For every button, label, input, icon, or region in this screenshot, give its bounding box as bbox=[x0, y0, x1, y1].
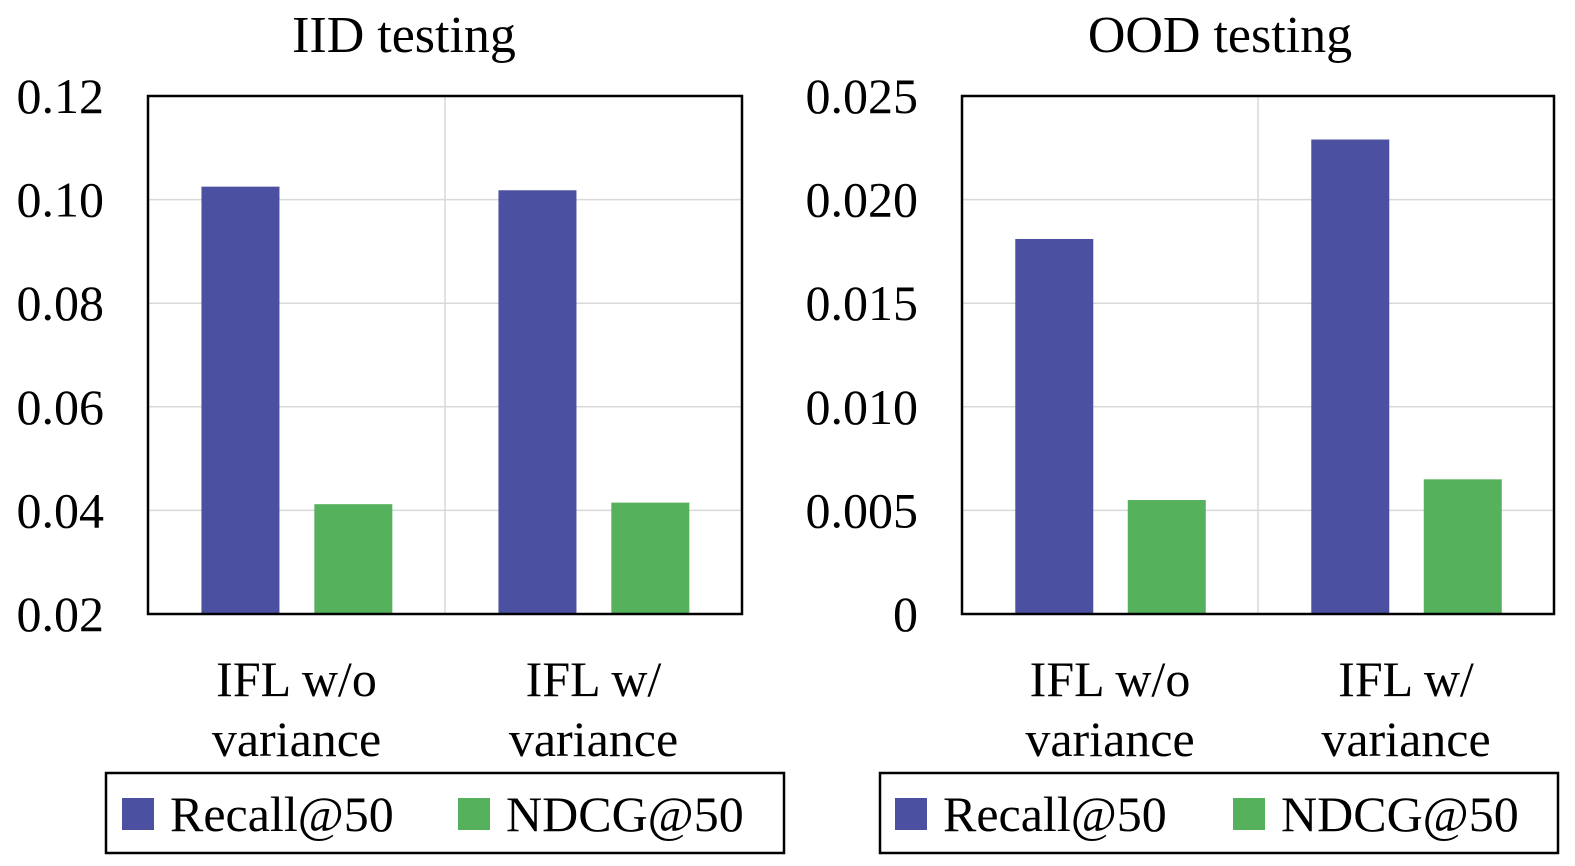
legend-swatch-recall bbox=[895, 798, 927, 830]
y-tick-label: 0.005 bbox=[806, 482, 919, 538]
chart-title: IID testing bbox=[292, 7, 516, 64]
bars bbox=[1015, 139, 1502, 614]
category-label: IFL w/ bbox=[526, 651, 662, 707]
bar-recall bbox=[201, 186, 280, 614]
bar-ndcg bbox=[1423, 479, 1502, 614]
legend-swatch-recall bbox=[122, 798, 154, 830]
category-label: variance bbox=[1321, 711, 1490, 767]
category-label: IFL w/o bbox=[1030, 651, 1191, 707]
bar-recall bbox=[1311, 139, 1390, 614]
category-label: variance bbox=[212, 711, 381, 767]
legend-swatch-ndcg bbox=[1233, 798, 1265, 830]
y-tick-label: 0.025 bbox=[806, 68, 919, 124]
legend: Recall@50 NDCG@50 bbox=[104, 771, 786, 855]
legend-label-recall: Recall@50 bbox=[943, 786, 1167, 842]
bar-recall bbox=[1015, 238, 1094, 614]
chart-title: OOD testing bbox=[1088, 7, 1352, 64]
category-label: variance bbox=[509, 711, 678, 767]
legend-label-recall: Recall@50 bbox=[170, 786, 394, 842]
chart-iid: IID testing 0.12 0.10 0.08 0.06 0.04 0.02 IFL… bbox=[17, 7, 786, 855]
y-tick-label: 0.020 bbox=[806, 172, 919, 228]
plot-frame bbox=[146, 94, 744, 616]
legend-swatch-ndcg bbox=[458, 798, 490, 830]
bar-recall bbox=[498, 190, 577, 614]
legend-box bbox=[104, 771, 786, 855]
y-tick-labels: 0.025 0.020 0.015 0.010 0.005 0 bbox=[806, 68, 919, 642]
y-tick-label: 0.04 bbox=[17, 482, 105, 538]
legend-box bbox=[878, 771, 1560, 855]
y-tick-label: 0.08 bbox=[17, 275, 105, 331]
legend-label-ndcg: NDCG@50 bbox=[1281, 786, 1519, 842]
plot-frame bbox=[960, 94, 1556, 616]
category-label: variance bbox=[1025, 711, 1194, 767]
y-tick-labels: 0.12 0.10 0.08 0.06 0.04 0.02 bbox=[17, 68, 105, 642]
y-tick-label: 0 bbox=[893, 586, 918, 642]
chart-ood: OOD testing 0.025 0.020 0.015 0.010 0.005 0 I… bbox=[806, 7, 1560, 855]
y-tick-label: 0.010 bbox=[806, 379, 919, 435]
y-tick-label: 0.02 bbox=[17, 586, 105, 642]
bar-ndcg bbox=[314, 504, 393, 614]
y-tick-label: 0.10 bbox=[17, 172, 105, 228]
legend-label-ndcg: NDCG@50 bbox=[506, 786, 744, 842]
y-tick-label: 0.06 bbox=[17, 379, 105, 435]
category-label: IFL w/o bbox=[216, 651, 377, 707]
y-tick-label: 0.015 bbox=[806, 275, 919, 331]
y-tick-label: 0.12 bbox=[17, 68, 105, 124]
bars bbox=[201, 186, 690, 614]
legend: Recall@50 NDCG@50 bbox=[878, 771, 1560, 855]
bar-ndcg bbox=[1127, 500, 1206, 614]
bar-ndcg bbox=[611, 502, 690, 614]
category-label: IFL w/ bbox=[1338, 651, 1474, 707]
